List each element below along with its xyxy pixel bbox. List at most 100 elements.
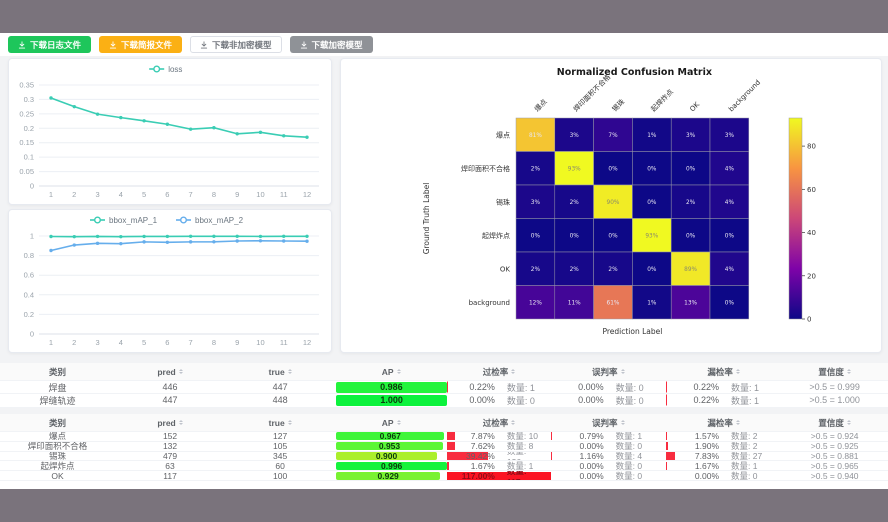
svg-text:12%: 12% [529, 300, 542, 306]
sort-caret-icon[interactable] [178, 418, 183, 427]
download-brief-button[interactable]: 下载简报文件 [99, 36, 183, 53]
rate-value: 0.00% [579, 471, 604, 480]
count-value: 数量: 2 [731, 432, 758, 441]
pred-cell: 152 [162, 432, 178, 441]
svg-text:loss: loss [168, 65, 182, 74]
svg-text:0.2: 0.2 [24, 124, 34, 133]
svg-text:6: 6 [165, 190, 169, 199]
count-value: 数量: 10 [506, 432, 539, 441]
col-header-ap[interactable]: AP [335, 414, 447, 431]
loss-chart: 00.050.10.150.20.250.30.351 2 3 4 5 6 7 8 9 10 11 1… [19, 65, 319, 199]
count-value: 数量: 117 [495, 471, 543, 480]
sort-caret-icon[interactable] [620, 418, 625, 427]
col-header-label: AP [381, 366, 394, 377]
sort-caret-icon[interactable] [287, 418, 292, 427]
rate-value: 1.90% [694, 441, 720, 451]
col-header-miss-detect-rate[interactable]: 漏检率 [666, 414, 782, 431]
col-header-label: pred [157, 417, 176, 428]
download-encrypted-model-button[interactable]: 下载加密模型 [289, 36, 373, 53]
col-header-true[interactable]: true [225, 414, 335, 431]
misjudge-cell: 0.00% 数量: 0 [551, 471, 666, 480]
col-header-pred[interactable]: pred [115, 363, 225, 380]
sort-caret-icon[interactable] [287, 367, 292, 376]
miss-detect-cell: 1.57% 数量: 2 [665, 432, 782, 441]
download-icon [300, 40, 308, 49]
svg-text:3%: 3% [686, 133, 696, 139]
col-header-miss-detect-rate[interactable]: 漏检率 [666, 363, 782, 380]
col-header-true[interactable]: true [225, 363, 335, 380]
col-header-label: 误判率 [591, 366, 618, 377]
class-cell: 焊印面积不合格 [27, 441, 88, 451]
rate-value: 0.00% [579, 461, 604, 471]
class-cell: 起焊炸点 [40, 461, 75, 471]
svg-text:Ground Truth Label: Ground Truth Label [422, 183, 431, 255]
svg-text:0.25: 0.25 [19, 109, 34, 118]
rate-bar [665, 442, 668, 451]
rate-value: 1.67% [694, 461, 720, 471]
table-row: 焊盘 446 447 0.986 0.22% 数量: 1 0.00% 数量: 0 0.22% 数量… [0, 381, 888, 395]
rate-bar [447, 451, 489, 460]
col-header-confidence[interactable]: 置信度 [782, 363, 888, 380]
col-header-label: 误判率 [591, 417, 618, 428]
rate-bar [447, 381, 449, 393]
sort-caret-icon[interactable] [396, 367, 401, 376]
sort-caret-icon[interactable] [178, 367, 183, 376]
svg-text:Normalized Confusion Matrix: Normalized Confusion Matrix [557, 67, 712, 78]
svg-text:0.15: 0.15 [19, 138, 34, 147]
class-cell: 锡珠 [48, 451, 66, 461]
class-cell: 爆点 [48, 432, 66, 441]
svg-text:1%: 1% [647, 300, 657, 306]
sort-caret-icon[interactable] [735, 367, 740, 376]
col-header-over-detect-rate[interactable]: 过检率 [447, 414, 551, 431]
sort-caret-icon[interactable] [735, 418, 740, 427]
svg-text:0.3: 0.3 [24, 95, 34, 104]
col-header-misjudge-rate[interactable]: 误判率 [551, 414, 666, 431]
over-detect-cell: 0.00% 数量: 0 [447, 394, 551, 406]
svg-text:锡珠: 锡珠 [496, 197, 510, 206]
svg-text:7%: 7% [608, 133, 618, 139]
svg-text:2%: 2% [531, 267, 541, 273]
misjudge-cell: 0.00% 数量: 0 [551, 381, 666, 393]
sort-caret-icon[interactable] [396, 418, 401, 427]
miss-detect-cell: 1.67% 数量: 1 [665, 461, 782, 471]
col-header-misjudge-rate[interactable]: 误判率 [551, 363, 666, 380]
svg-text:1: 1 [49, 190, 53, 199]
summary-metrics-table: 类别 pred true AP 过检率 误判率 漏检率 置信度 焊盘 446 447 0.986 0.2… [0, 363, 888, 408]
misjudge-cell: 0.00% 数量: 0 [551, 461, 666, 470]
col-header-ap[interactable]: AP [335, 363, 447, 380]
true-cell: 345 [273, 451, 288, 461]
col-header-label: 类别 [48, 417, 66, 428]
svg-text:12: 12 [303, 190, 311, 199]
svg-text:2%: 2% [570, 267, 580, 273]
col-header-over-detect-rate[interactable]: 过检率 [447, 363, 551, 380]
table-row: 爆点 152 127 0.967 7.87% 数量: 10 0.79% 数量: 1 1.57% 数… [0, 432, 888, 442]
count-value: 数量: 8 [506, 441, 534, 451]
ap-cell: 0.967 [335, 432, 447, 441]
bottom-window-bar [0, 489, 888, 522]
sort-caret-icon[interactable] [846, 418, 851, 427]
table-row: 锡珠 479 345 0.900 39.42%数量: 136 1.16% 数量: 4 7.83… [0, 452, 888, 462]
svg-text:61%: 61% [607, 300, 620, 306]
sort-caret-icon[interactable] [511, 418, 516, 427]
rate-value: 1.67% [470, 461, 495, 471]
sort-caret-icon[interactable] [846, 367, 851, 376]
download-log-button[interactable]: 下载日志文件 [8, 36, 92, 53]
svg-text:0%: 0% [608, 166, 618, 172]
sort-caret-icon[interactable] [620, 367, 625, 376]
svg-text:0.2: 0.2 [24, 310, 34, 319]
download-plain-model-button[interactable]: 下载非加密模型 [190, 36, 282, 53]
sort-caret-icon[interactable] [511, 367, 516, 376]
table-header-row: 类别 pred true AP 过检率 误判率 漏检率 置信度 [0, 363, 888, 381]
true-cell: 127 [273, 432, 288, 441]
col-header-pred[interactable]: pred [115, 414, 225, 431]
svg-text:3%: 3% [570, 133, 580, 139]
svg-text:OK: OK [688, 100, 701, 113]
svg-text:0.4: 0.4 [24, 290, 34, 299]
svg-text:起焊炸点: 起焊炸点 [482, 231, 510, 240]
svg-text:13%: 13% [684, 300, 697, 306]
miss-detect-cell: 0.22% 数量: 1 [665, 394, 782, 406]
col-header-confidence[interactable]: 置信度 [782, 414, 888, 431]
svg-text:Prediction Label: Prediction Label [602, 327, 662, 336]
